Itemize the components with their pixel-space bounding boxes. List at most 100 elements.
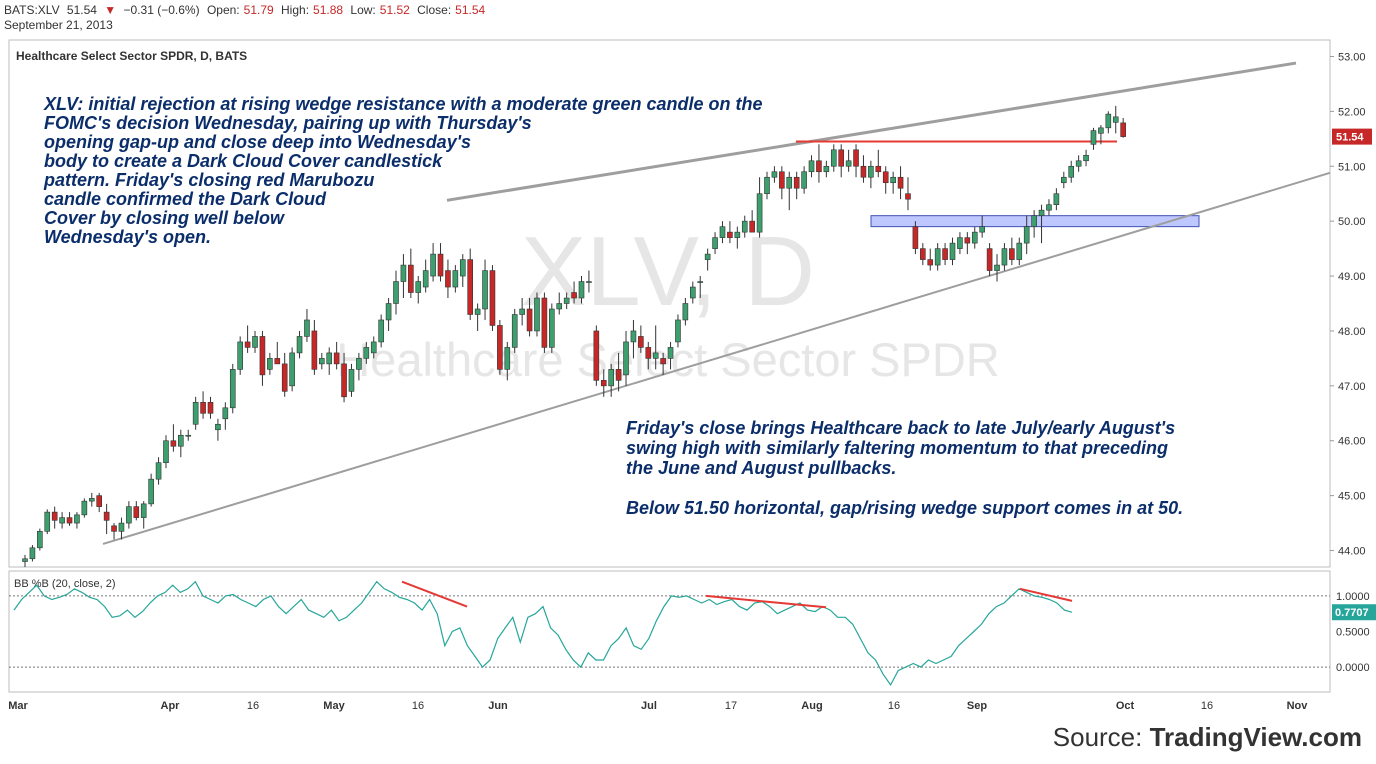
- candle-up: [267, 358, 273, 370]
- candle-up: [430, 253, 436, 277]
- candle-up: [474, 308, 481, 315]
- close-label: Close:: [417, 3, 452, 17]
- candle-down: [244, 341, 251, 348]
- candle-down: [170, 440, 177, 447]
- x-tick-label: Mar: [8, 700, 28, 712]
- candle-up: [222, 407, 229, 420]
- candle-up: [689, 286, 696, 299]
- candle-up: [318, 358, 325, 365]
- x-tick-label: 16: [247, 700, 259, 712]
- candle-down: [882, 171, 889, 184]
- indicator-last-badge: [1332, 604, 1376, 621]
- candle-down: [920, 248, 926, 260]
- candle-up: [971, 231, 978, 244]
- candle-down: [645, 347, 652, 359]
- candle-up: [192, 402, 199, 425]
- candle-up: [994, 264, 1000, 271]
- candle-up: [556, 303, 563, 310]
- candle-up: [140, 503, 147, 518]
- last-price: 51.54: [66, 3, 97, 17]
- candle-up: [459, 259, 466, 277]
- close-value: 51.54: [455, 3, 486, 17]
- wedge-resistance-line: [446, 61, 1297, 202]
- low-value: 51.52: [379, 3, 410, 17]
- price-tick-label: 49.00: [1338, 271, 1366, 283]
- candle-up: [126, 506, 132, 524]
- price-tick-label: 48.00: [1338, 326, 1366, 338]
- annotation-line: Below 51.50 horizontal, gap/rising wedge…: [626, 498, 1183, 518]
- candle-up: [326, 352, 333, 365]
- last-price-label: 51.54: [1336, 132, 1364, 144]
- candle-up: [163, 440, 169, 463]
- annotation-line: body to create a Dark Cloud Cover candle…: [44, 151, 443, 171]
- candle-down: [793, 176, 800, 189]
- candle-up: [675, 319, 681, 343]
- candle-down: [875, 165, 882, 173]
- candle-up: [1016, 242, 1023, 260]
- candle-down: [838, 149, 845, 167]
- indicator-tick-label: 1.0000: [1336, 591, 1370, 603]
- indicator-pane-frame: [8, 570, 1331, 693]
- symbol-label[interactable]: BATS:XLV: [4, 3, 60, 17]
- candle-up: [1068, 165, 1075, 178]
- annotation-line: Cover by closing well below: [44, 208, 285, 228]
- x-tick-label: 16: [888, 700, 900, 712]
- indicator-tick-label: 0.5000: [1336, 627, 1370, 639]
- candle-up: [370, 341, 377, 354]
- candle-down: [853, 149, 859, 167]
- candle-up: [830, 149, 837, 167]
- price-tick-label: 51.00: [1338, 161, 1366, 173]
- candle-down: [96, 495, 102, 507]
- x-tick-label: Nov: [1287, 700, 1309, 712]
- price-tick-label: 44.00: [1338, 546, 1366, 558]
- candle-down: [964, 237, 971, 244]
- candle-up: [422, 270, 429, 288]
- candle-down: [111, 525, 117, 532]
- candle-down: [341, 363, 347, 398]
- candle-up: [1001, 248, 1008, 266]
- candle-down: [897, 176, 904, 189]
- candle-up: [741, 220, 748, 233]
- chart-title: Healthcare Select Sector SPDR, D, BATS: [16, 49, 247, 63]
- candle-up: [304, 319, 310, 337]
- source-prefix: Source:: [1052, 722, 1150, 752]
- candle-up: [185, 434, 192, 437]
- candle-up: [704, 253, 711, 260]
- price-tick-label: 50.00: [1338, 216, 1366, 228]
- candle-up: [400, 264, 407, 282]
- annotation-line: swing high with similarly faltering mome…: [626, 438, 1168, 458]
- candle-down: [200, 402, 206, 414]
- candle-up: [608, 369, 614, 387]
- high-label: High:: [281, 3, 310, 17]
- indicator-tick-label: 0.0000: [1336, 662, 1370, 674]
- candle-down: [927, 259, 934, 266]
- candle-up: [378, 319, 384, 343]
- candle-up: [452, 270, 459, 288]
- divergence-line: [401, 580, 468, 608]
- candle-down: [133, 506, 140, 518]
- candle-down: [437, 253, 444, 277]
- candle-down: [860, 165, 867, 178]
- candle-down: [51, 511, 58, 521]
- candle-up: [1112, 116, 1119, 123]
- candle-up: [88, 498, 95, 502]
- watermark-symbol: XLV, D: [521, 216, 815, 326]
- candle-down: [749, 220, 755, 233]
- price-tick-label: 47.00: [1338, 381, 1366, 393]
- candle-down: [593, 330, 600, 381]
- candle-up: [808, 160, 815, 173]
- candle-up: [29, 547, 36, 560]
- candle-up: [697, 281, 704, 283]
- annotation-line: XLV: initial rejection at rising wedge r…: [43, 94, 763, 114]
- annotation-line: opening gap-up and close deep into Wedne…: [44, 132, 471, 152]
- candle-up: [178, 434, 184, 447]
- x-tick-label: 17: [725, 700, 737, 712]
- source-credit: Source: TradingView.com: [1053, 722, 1362, 753]
- down-arrow-icon: ▼: [104, 3, 117, 17]
- x-tick-label: Apr: [161, 700, 181, 712]
- annotation-line: Wednesday's open.: [44, 227, 211, 247]
- candle-up: [252, 336, 258, 348]
- candle-down: [445, 270, 451, 288]
- candle-up: [623, 341, 629, 376]
